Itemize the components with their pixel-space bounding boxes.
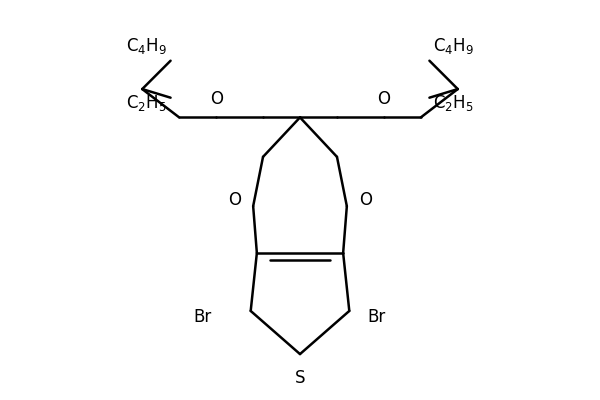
Text: $\mathregular{C_2H_5}$: $\mathregular{C_2H_5}$ [126, 93, 167, 113]
Text: Br: Br [193, 308, 211, 326]
Text: O: O [359, 191, 372, 209]
Text: Br: Br [368, 308, 386, 326]
Text: $\mathregular{C_4H_9}$: $\mathregular{C_4H_9}$ [126, 36, 167, 56]
Text: O: O [209, 90, 223, 108]
Text: S: S [295, 369, 305, 387]
Text: O: O [228, 191, 241, 209]
Text: $\mathregular{C_4H_9}$: $\mathregular{C_4H_9}$ [433, 36, 474, 56]
Text: $\mathregular{C_2H_5}$: $\mathregular{C_2H_5}$ [433, 93, 474, 113]
Text: O: O [377, 90, 391, 108]
